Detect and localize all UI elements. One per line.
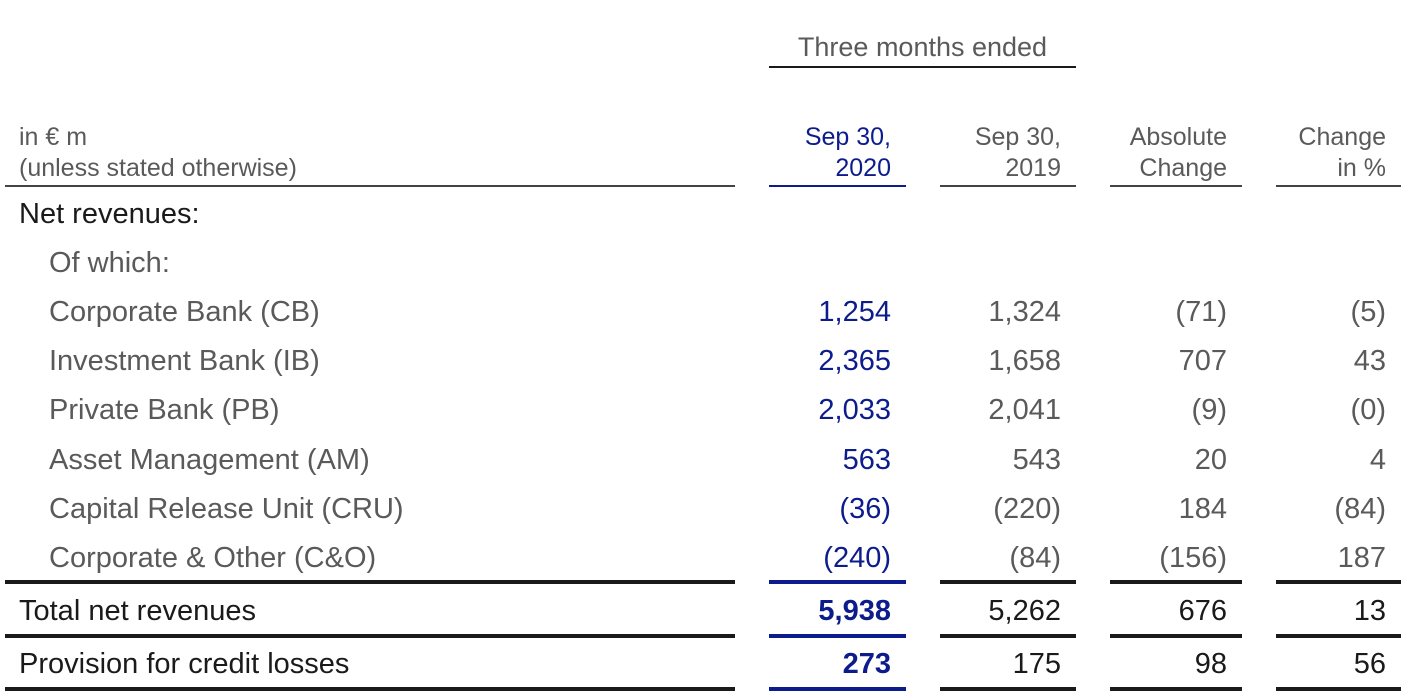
unit-label-line1: in € m [19, 123, 88, 151]
provision-rule-2020 [769, 634, 906, 638]
column-header-sep-2019: Sep 30, 2019 [940, 122, 1061, 184]
provision-value-2019: 175 [1012, 648, 1061, 680]
row-label: Capital Release Unit (CRU) [49, 493, 404, 525]
provision-value-pct: 56 [1353, 648, 1386, 680]
section-title: Net revenues: [19, 198, 200, 230]
value-abs-change: 184 [1178, 493, 1227, 525]
column-header-line1: Sep 30, [804, 123, 891, 151]
total-value-2020: 5,938 [818, 595, 891, 627]
value-2020: 563 [842, 444, 891, 476]
value-change-pct: 187 [1337, 542, 1386, 574]
total-rule-abs [1110, 580, 1242, 584]
total-rule-2019 [940, 580, 1076, 584]
value-2020: (240) [823, 542, 891, 574]
header-underline-abs [1110, 185, 1242, 187]
value-2019: (220) [993, 493, 1061, 525]
value-change-pct: (5) [1350, 296, 1386, 328]
row-label: Investment Bank (IB) [49, 345, 320, 377]
row-label: Private Bank (PB) [49, 394, 280, 426]
value-abs-change: (156) [1159, 542, 1227, 574]
total-value-2019: 5,262 [988, 595, 1061, 627]
total-rule-2020 [769, 580, 906, 584]
group-header: Three months ended [769, 32, 1076, 63]
value-2020: 2,033 [818, 394, 891, 426]
bottom-rule-2020 [769, 687, 906, 691]
row-label: Corporate Bank (CB) [49, 296, 320, 328]
provision-value-2020: 273 [842, 648, 891, 680]
value-abs-change: (71) [1175, 296, 1227, 328]
total-rule-pct [1276, 580, 1401, 584]
value-abs-change: 20 [1194, 444, 1227, 476]
provision-rule-2019 [940, 634, 1076, 638]
bottom-rule-label [5, 687, 735, 691]
column-header-absolute-change: Absolute Change [1110, 122, 1227, 184]
column-header-line2: in % [1337, 154, 1386, 182]
provision-rule-pct [1276, 634, 1401, 638]
value-change-pct: (0) [1350, 394, 1386, 426]
value-2020: 1,254 [818, 296, 891, 328]
column-header-sep-2020: Sep 30, 2020 [769, 122, 891, 184]
value-2020: (36) [839, 493, 891, 525]
section-subtitle: Of which: [49, 247, 170, 279]
header-underline-2019 [940, 185, 1076, 187]
column-header-line2: 2020 [835, 154, 891, 182]
value-2019: 543 [1012, 444, 1061, 476]
bottom-rule-pct [1276, 687, 1401, 691]
provision-rule-label [5, 634, 735, 638]
column-header-line2: 2019 [1005, 154, 1061, 182]
column-header-line1: Absolute [1129, 123, 1227, 151]
column-header-line1: Change [1298, 123, 1386, 151]
total-value-abs: 676 [1178, 595, 1227, 627]
unit-label: in € m (unless stated otherwise) [19, 122, 297, 184]
row-label: Asset Management (AM) [49, 444, 370, 476]
value-abs-change: (9) [1191, 394, 1227, 426]
row-label: Corporate & Other (C&O) [49, 542, 377, 574]
bottom-rule-2019 [940, 687, 1076, 691]
header-underline-2020 [769, 185, 906, 187]
column-header-change-pct: Change in % [1276, 122, 1386, 184]
value-2020: 2,365 [818, 345, 891, 377]
total-row-label: Total net revenues [19, 595, 256, 627]
value-change-pct: (84) [1334, 493, 1386, 525]
bottom-rule-abs [1110, 687, 1242, 691]
header-underline-pct [1276, 185, 1401, 187]
column-header-line2: Change [1139, 154, 1227, 182]
column-header-line1: Sep 30, [974, 123, 1061, 151]
provision-rule-abs [1110, 634, 1242, 638]
provision-value-abs: 98 [1194, 648, 1227, 680]
value-2019: (84) [1009, 542, 1061, 574]
total-rule-label [5, 580, 735, 584]
value-2019: 1,658 [988, 345, 1061, 377]
provision-row-label: Provision for credit losses [19, 648, 350, 680]
value-change-pct: 43 [1353, 345, 1386, 377]
total-value-pct: 13 [1353, 595, 1386, 627]
value-2019: 1,324 [988, 296, 1061, 328]
value-2019: 2,041 [988, 394, 1061, 426]
unit-label-line2: (unless stated otherwise) [19, 154, 297, 182]
group-header-underline [769, 66, 1076, 68]
group-header-label: Three months ended [797, 32, 1048, 62]
value-change-pct: 4 [1369, 444, 1386, 476]
header-underline-label [5, 185, 735, 187]
value-abs-change: 707 [1178, 345, 1227, 377]
